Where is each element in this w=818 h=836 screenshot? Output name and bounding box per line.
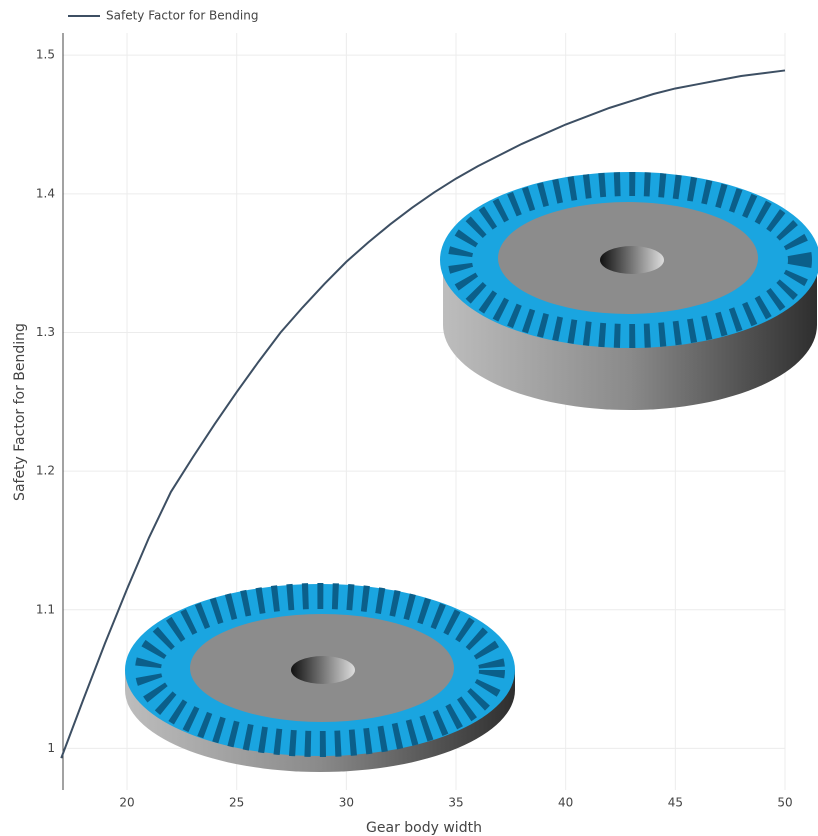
chart: 1 1.1 1.2 1.3 1.4 1.5 20 25 30 35 40 45 50 Gear body… <box>0 0 818 836</box>
x-tick-label: 50 <box>777 796 792 810</box>
legend-label: Safety Factor for Bending <box>106 9 258 23</box>
x-tick-label: 25 <box>229 796 244 810</box>
x-axis-title: Gear body width <box>366 820 482 836</box>
y-tick-label: 1.5 <box>36 48 55 62</box>
y-tick-label: 1.3 <box>36 325 55 339</box>
gear-image-bottom <box>125 584 515 772</box>
gear-image-top <box>440 172 818 410</box>
x-tick-label: 40 <box>558 796 573 810</box>
x-tick-label: 20 <box>119 796 134 810</box>
page: 1 1.1 1.2 1.3 1.4 1.5 20 25 30 35 40 45 50 Gear body… <box>0 0 818 836</box>
gear-bore <box>291 656 355 684</box>
x-tick-label: 30 <box>339 796 354 810</box>
y-tick-label: 1 <box>47 741 55 755</box>
x-tick-label: 45 <box>668 796 683 810</box>
x-tick-label: 35 <box>448 796 463 810</box>
y-tick-label: 1.1 <box>36 602 55 616</box>
y-tick-label: 1.2 <box>36 464 55 478</box>
y-tick-label: 1.4 <box>36 186 55 200</box>
gear-bore <box>600 246 664 274</box>
y-axis-title: Safety Factor for Bending <box>12 323 28 501</box>
